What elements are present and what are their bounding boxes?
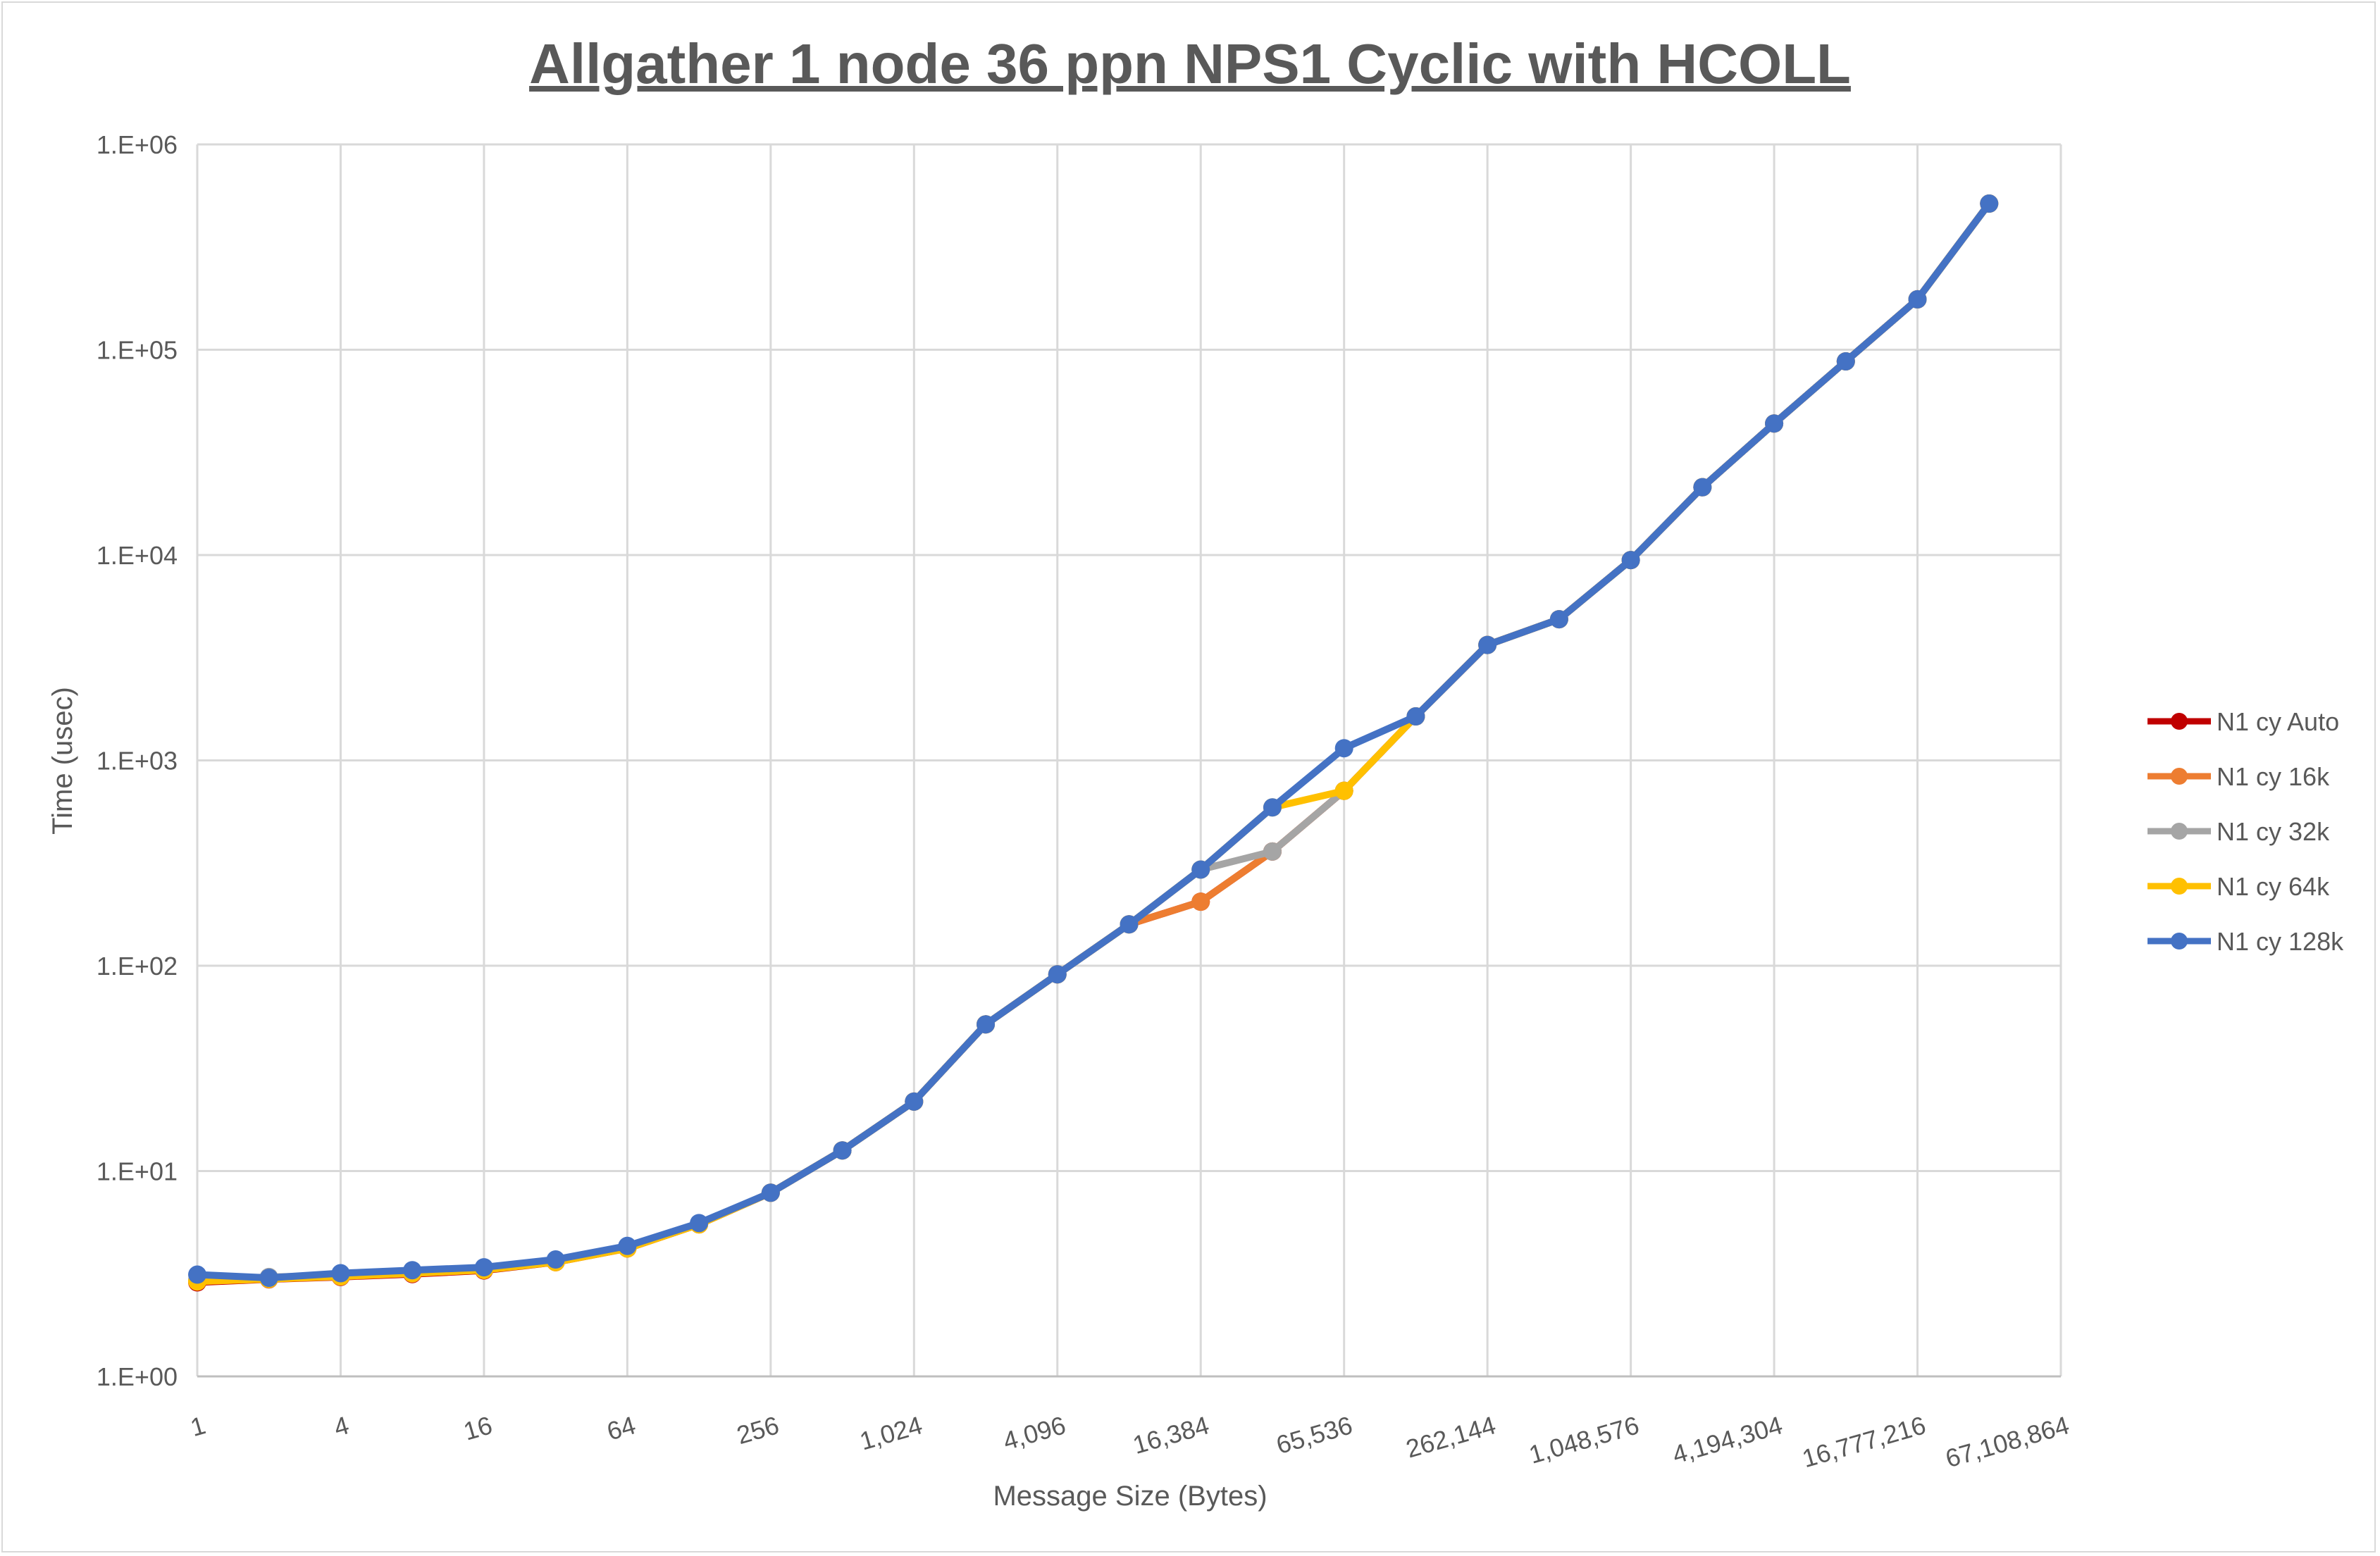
legend-label: N1 cy Auto bbox=[2217, 707, 2339, 736]
legend-item: N1 cy 128k bbox=[2147, 927, 2344, 956]
data-point bbox=[1836, 351, 1855, 371]
legend-marker bbox=[2171, 933, 2188, 950]
x-tick-label: 4 bbox=[330, 1410, 352, 1442]
data-point bbox=[1765, 414, 1784, 433]
data-point bbox=[1263, 798, 1282, 817]
x-tick-label: 16 bbox=[460, 1410, 495, 1445]
series-line bbox=[197, 201, 1992, 1286]
legend: N1 cy Auto N1 cy 16k N1 cy 32k N1 cy 64k N1 … bbox=[2147, 707, 2344, 956]
data-point bbox=[1549, 610, 1568, 629]
x-tick-label: 4,194,304 bbox=[1669, 1410, 1785, 1469]
x-tick-label: 65,536 bbox=[1273, 1410, 1356, 1459]
data-point bbox=[1693, 478, 1712, 497]
data-point bbox=[1263, 842, 1282, 861]
legend-marker bbox=[2171, 823, 2188, 840]
data-point bbox=[761, 1183, 780, 1202]
data-point bbox=[690, 1214, 709, 1233]
data-point bbox=[546, 1250, 565, 1269]
series-line bbox=[197, 201, 1992, 1286]
data-point bbox=[618, 1236, 637, 1255]
y-tick-label: 1.E+02 bbox=[97, 952, 178, 981]
data-point bbox=[1478, 635, 1497, 654]
x-tick-label: 1 bbox=[187, 1410, 209, 1442]
legend-label: N1 cy 32k bbox=[2217, 817, 2330, 846]
data-point bbox=[1334, 781, 1353, 800]
series-n1-cy-64k bbox=[188, 194, 1999, 1291]
series-line bbox=[197, 201, 1992, 1284]
series-n1-cy-16k bbox=[188, 194, 1999, 1291]
x-tick-label: 256 bbox=[733, 1410, 782, 1450]
series-n1-cy-128k bbox=[188, 194, 1999, 1288]
data-point bbox=[1048, 965, 1067, 984]
y-tick-label: 1.E+01 bbox=[97, 1157, 178, 1186]
x-tick-label: 64 bbox=[604, 1410, 639, 1445]
x-tick-label: 1,048,576 bbox=[1526, 1410, 1642, 1469]
data-point bbox=[1120, 915, 1139, 934]
data-point bbox=[1621, 551, 1640, 570]
legend-item: N1 cy 32k bbox=[2147, 817, 2330, 846]
legend-item: N1 cy Auto bbox=[2147, 707, 2339, 736]
data-point bbox=[905, 1092, 924, 1111]
y-tick-label: 1.E+06 bbox=[97, 130, 178, 159]
data-point bbox=[1191, 860, 1210, 879]
legend-label: N1 cy 128k bbox=[2217, 927, 2344, 956]
y-tick-label: 1.E+04 bbox=[97, 541, 178, 570]
data-point bbox=[259, 1269, 278, 1288]
y-tick-label: 1.E+03 bbox=[97, 747, 178, 776]
series-n1-cy-32k bbox=[188, 194, 1999, 1290]
x-tick-label: 16,384 bbox=[1129, 1410, 1212, 1459]
data-point bbox=[1908, 290, 1927, 309]
data-point bbox=[331, 1264, 350, 1283]
y-tick-label: 1.E+00 bbox=[97, 1362, 178, 1391]
y-tick-labels: 1.E+00 1.E+01 1.E+02 1.E+03 1.E+04 1.E+05 1.E+… bbox=[97, 130, 178, 1391]
x-tick-label: 1,024 bbox=[857, 1410, 926, 1455]
legend-marker bbox=[2171, 768, 2188, 785]
data-point bbox=[188, 1265, 206, 1284]
data-point bbox=[403, 1261, 422, 1280]
data-point bbox=[1980, 194, 1999, 213]
gridlines bbox=[196, 143, 2062, 1378]
data-point bbox=[977, 1015, 996, 1034]
legend-item: N1 cy 64k bbox=[2147, 872, 2330, 901]
series-line bbox=[197, 201, 1992, 1282]
x-tick-label: 67,108,864 bbox=[1942, 1410, 2073, 1473]
series-line bbox=[197, 201, 1992, 1286]
y-tick-label: 1.E+05 bbox=[97, 336, 178, 365]
legend-item: N1 cy 16k bbox=[2147, 762, 2330, 791]
series-lines bbox=[188, 194, 1999, 1292]
x-tick-labels: 1 4 16 64 256 1,024 4,096 16,384 65,536 262,144 1,… bbox=[187, 1410, 2073, 1473]
series-n1-cy-auto bbox=[188, 194, 1999, 1292]
x-tick-label: 262,144 bbox=[1403, 1410, 1499, 1463]
legend-marker bbox=[2171, 713, 2188, 730]
chart-title: Allgather 1 node 36 ppn NPS1 Cyclic with… bbox=[529, 32, 1851, 95]
data-point bbox=[833, 1141, 852, 1160]
x-axis-title: Message Size (Bytes) bbox=[993, 1481, 1267, 1512]
data-point bbox=[474, 1258, 493, 1277]
data-point bbox=[1406, 707, 1425, 726]
x-tick-label: 4,096 bbox=[1000, 1410, 1069, 1455]
data-point bbox=[1334, 739, 1353, 758]
legend-label: N1 cy 64k bbox=[2217, 872, 2330, 901]
data-point bbox=[1191, 892, 1210, 911]
legend-label: N1 cy 16k bbox=[2217, 762, 2330, 791]
legend-marker bbox=[2171, 878, 2188, 895]
x-tick-label: 16,777,216 bbox=[1799, 1410, 1929, 1473]
y-axis-title: Time (usec) bbox=[47, 687, 78, 835]
